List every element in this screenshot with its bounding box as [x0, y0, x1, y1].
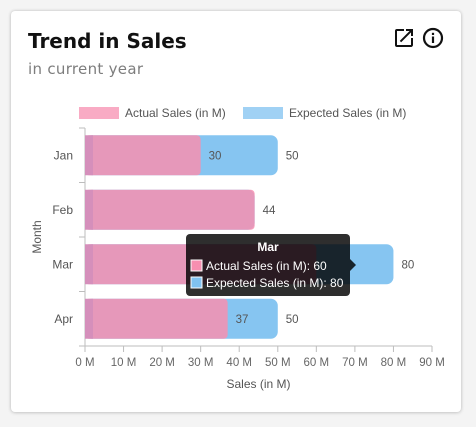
x-tick-label: 80 M: [381, 357, 407, 369]
x-tick-label: 90 M: [419, 357, 445, 369]
x-tick-label: 50 M: [265, 357, 291, 369]
x-axis-title: Sales (in M): [226, 377, 290, 391]
x-tick-label: 30 M: [188, 357, 214, 369]
tooltip-caret: [350, 259, 356, 271]
data-label-actual: 37: [236, 314, 249, 326]
tooltip-box: [186, 234, 350, 296]
open-in-new-icon[interactable]: [392, 26, 416, 50]
bar-left-edge: [85, 244, 93, 285]
data-label-expected: 50: [286, 150, 299, 162]
info-icon[interactable]: [421, 26, 445, 50]
y-tick-label: Apr: [54, 312, 73, 326]
data-label-actual: 30: [209, 150, 222, 162]
y-tick-label: Jan: [54, 148, 73, 162]
tooltip-swatch: [190, 259, 203, 272]
bar-actual-feb: [85, 189, 255, 230]
tooltip-title: Mar: [257, 240, 279, 254]
tooltip-line: Expected Sales (in M): 80: [206, 276, 344, 290]
y-axis-title: Month: [30, 220, 44, 253]
x-tick-label: 0 M: [75, 357, 94, 369]
legend-swatch: [79, 107, 119, 119]
data-label-expected: 50: [286, 314, 299, 326]
data-label-expected: 44: [263, 205, 276, 217]
tooltip-swatch: [190, 276, 203, 289]
card-title: Trend in Sales: [28, 29, 187, 53]
x-tick-label: 40 M: [226, 357, 252, 369]
x-tick-label: 10 M: [111, 357, 137, 369]
data-label-expected: 80: [401, 259, 414, 271]
card-subtitle: in current year: [28, 60, 144, 78]
bar-left-edge: [85, 189, 93, 230]
bar-actual-apr: [85, 298, 228, 339]
bar-left-edge: [85, 135, 93, 176]
x-tick-label: 20 M: [149, 357, 175, 369]
legend-swatch: [243, 107, 283, 119]
tooltip-line: Actual Sales (in M): 60: [206, 259, 327, 273]
sales-trend-card: Trend in Sales in current year 0 M 10 M 20…: [11, 11, 461, 412]
x-tick-label: 60 M: [304, 357, 330, 369]
legend-label: Actual Sales (in M): [125, 106, 226, 120]
bar-actual-jan: [85, 135, 201, 176]
x-tick-label: 70 M: [342, 357, 368, 369]
y-tick-label: Mar: [52, 257, 73, 271]
legend-label: Expected Sales (in M): [289, 106, 406, 120]
sales-bar-chart: 0 M 10 M 20 M 30 M 40 M 50 M 60 M 70 M 80 M 90 M J…: [30, 106, 445, 391]
y-tick-label: Feb: [52, 203, 73, 217]
bar-left-edge: [85, 298, 93, 339]
